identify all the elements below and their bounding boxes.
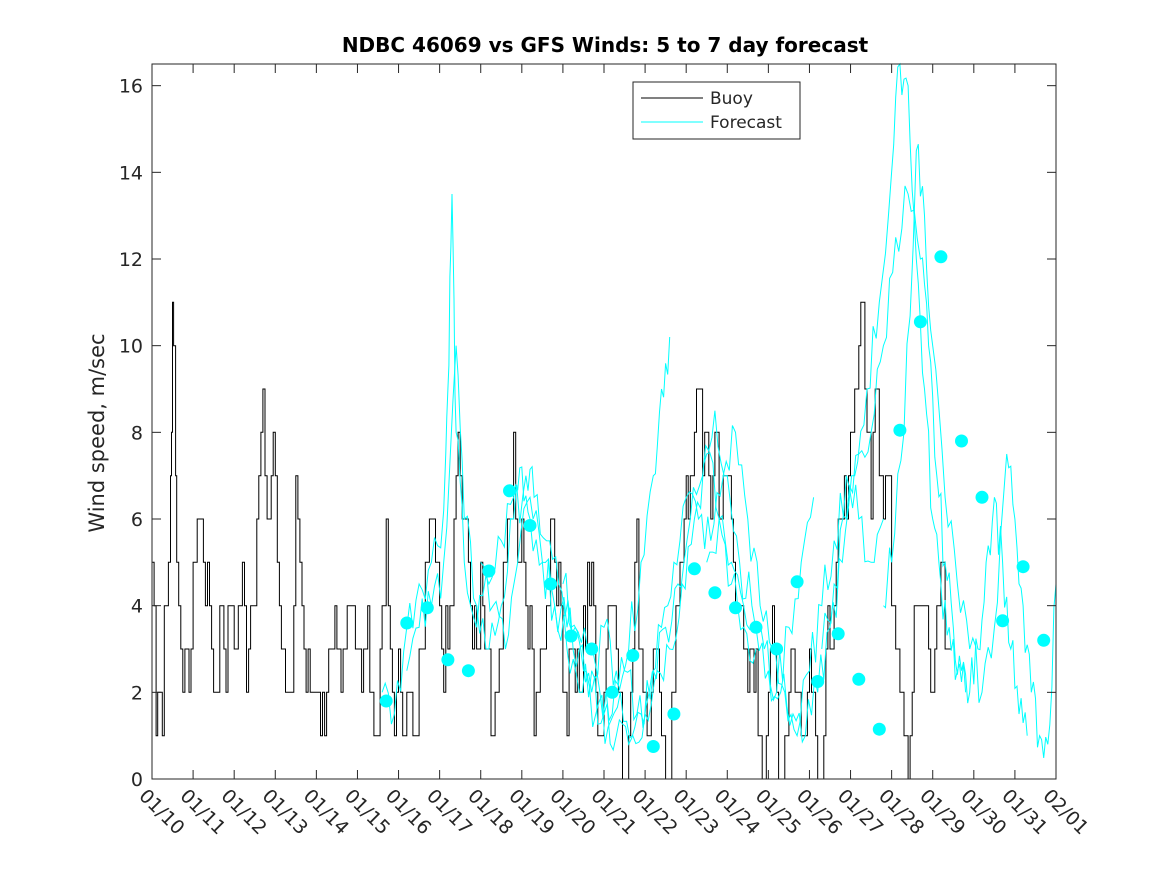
forecast-marker — [605, 685, 619, 699]
y-tick-label: 4 — [131, 596, 143, 618]
forecast-run-line — [381, 193, 671, 725]
y-axis-ticks: 0 2 4 6 8 10 12 14 16 — [119, 76, 1056, 791]
forecast-marker — [585, 642, 599, 656]
forecast-marker — [420, 601, 434, 615]
forecast-marker — [831, 627, 845, 641]
legend: Buoy Forecast — [632, 81, 801, 140]
forecast-marker — [564, 629, 578, 643]
forecast-run-line — [821, 185, 1028, 736]
plot-area — [152, 64, 1056, 779]
forecast-marker — [441, 653, 455, 667]
y-tick-label: 8 — [131, 422, 143, 444]
forecast-marker — [503, 484, 516, 498]
forecast-marker — [852, 672, 866, 686]
y-tick-label: 14 — [119, 162, 143, 184]
forecast-marker — [790, 575, 804, 589]
forecast-marker — [708, 586, 722, 600]
legend-box — [632, 81, 801, 140]
buoy-line — [152, 301, 952, 780]
forecast-marker — [955, 434, 968, 448]
forecast-marker — [729, 601, 742, 615]
forecast-marker — [687, 562, 701, 576]
forecast-run-line — [562, 425, 884, 738]
forecast-run-line — [883, 144, 1057, 758]
legend-label-buoy: Buoy — [710, 89, 753, 109]
forecast-marker — [482, 564, 496, 578]
forecast-marker — [523, 519, 537, 532]
forecast-series — [381, 62, 1057, 758]
forecast-marker — [934, 250, 948, 264]
forecast-marker — [975, 490, 989, 504]
forecast-marker — [646, 740, 660, 753]
y-tick-label: 12 — [119, 249, 143, 271]
forecast-marker — [872, 722, 886, 736]
forecast-marker — [1037, 633, 1051, 647]
forecast-marker — [1016, 560, 1030, 574]
forecast-marker — [461, 664, 475, 678]
legend-label-forecast: Forecast — [710, 113, 782, 133]
forecast-marker — [544, 577, 558, 591]
forecast-marker — [667, 707, 681, 721]
y-tick-label: 0 — [131, 769, 143, 791]
forecast-marker — [749, 620, 763, 634]
buoy-series — [152, 301, 952, 780]
forecast-marker — [400, 616, 414, 630]
chart-title: NDBC 46069 vs GFS Winds: 5 to 7 day fore… — [342, 33, 869, 57]
y-tick-label: 16 — [119, 76, 143, 98]
forecast-markers — [379, 250, 1051, 753]
forecast-marker — [379, 694, 393, 708]
y-tick-label: 2 — [131, 682, 143, 704]
y-tick-label: 6 — [131, 509, 143, 531]
forecast-marker — [913, 315, 927, 329]
forecast-marker — [770, 642, 784, 656]
forecast-marker — [996, 614, 1010, 628]
y-tick-label: 10 — [119, 336, 143, 358]
forecast-marker — [811, 675, 825, 688]
forecast-marker — [893, 423, 907, 437]
y-axis-label: Wind speed, m/sec — [85, 333, 109, 532]
forecast-marker — [626, 649, 640, 662]
